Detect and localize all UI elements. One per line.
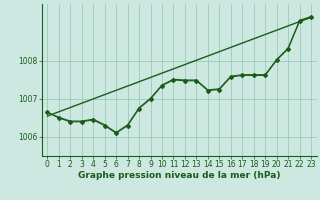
X-axis label: Graphe pression niveau de la mer (hPa): Graphe pression niveau de la mer (hPa) [78, 171, 280, 180]
